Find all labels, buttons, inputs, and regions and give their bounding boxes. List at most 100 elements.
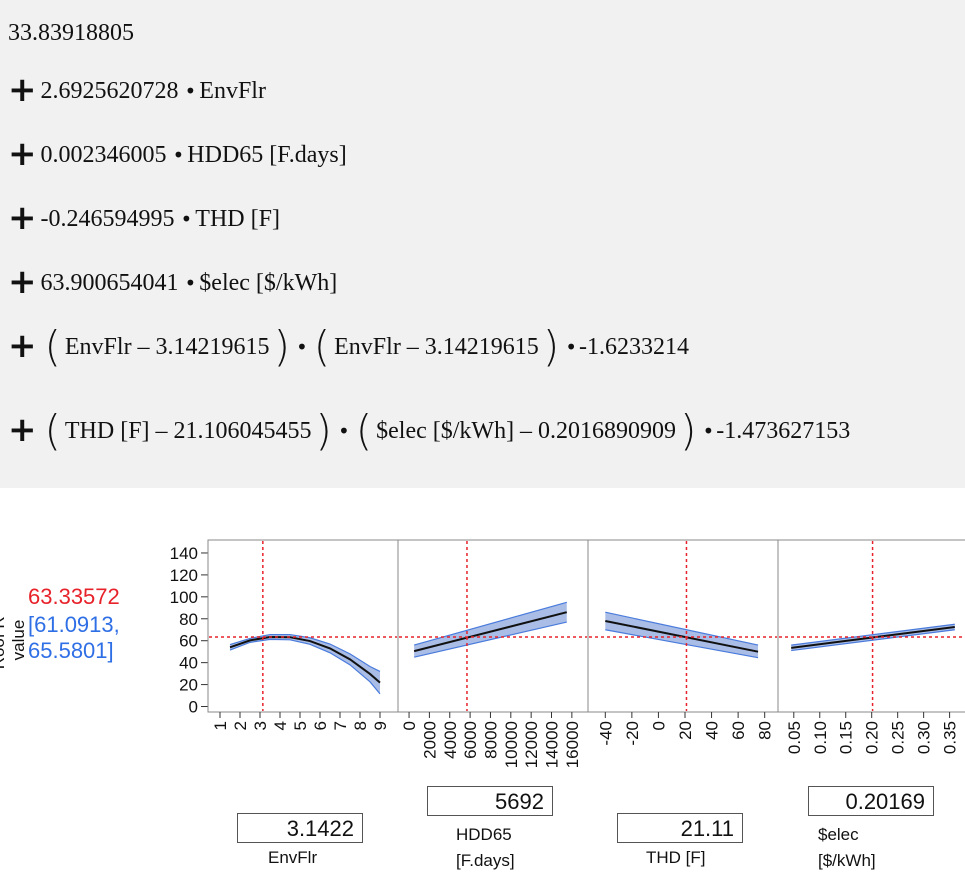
term-coefficient: -0.246594995 (40, 206, 175, 232)
multiply-dot: • (702, 419, 715, 443)
y-tick-label: 140 (170, 544, 198, 563)
close-paren: ) (542, 322, 560, 371)
formula-term: +63.900654041 • $elec [$/kWh] (8, 262, 337, 302)
profile-panel-frame (777, 539, 965, 713)
x-tick-label: 5 (291, 721, 310, 730)
formula-term: + -0.246594995 • THD [F] (8, 198, 280, 238)
x-tick-label: 20 (676, 721, 695, 740)
interaction-coefficient: -1.6233214 (579, 334, 689, 360)
term-variable: EnvFlr (199, 78, 266, 104)
term-coefficient: 0.002346005 (40, 142, 167, 168)
x-tick-label: 7 (331, 721, 350, 730)
y-tick-label: 120 (170, 566, 198, 585)
hdd65-factor-label: HDD65 (456, 825, 512, 844)
prediction-profiler: Roof R-value 63.33572 [61.0913, 65.5801]… (0, 530, 965, 879)
confidence-interval-upper: 65.5801] (28, 638, 114, 663)
predicted-value: 63.33572 (28, 584, 120, 609)
hdd65-value-input[interactable]: 5692 (427, 786, 553, 816)
multiply-dot: • (295, 335, 308, 359)
close-paren: ) (273, 322, 290, 371)
x-tick-label: 2 (231, 721, 250, 730)
close-paren: ) (680, 406, 697, 455)
confidence-band-upper (791, 623, 955, 646)
plus-sign: + (8, 134, 37, 174)
formula-interaction-term: +(THD [F] – 21.106045455) •($elec [$/kWh]… (8, 406, 850, 455)
plus-sign: + (8, 262, 37, 302)
prediction-formula-panel: 33.83918805 +2.6925620728 • EnvFlr +0.0023… (0, 0, 965, 488)
y-tick-label: 100 (170, 588, 198, 607)
term-coefficient: 63.900654041 (40, 270, 179, 296)
formula-term: +2.6925620728 • EnvFlr (8, 70, 266, 110)
plus-sign: + (8, 326, 37, 366)
y-tick-label: 20 (179, 676, 198, 695)
confidence-band-lower (605, 629, 759, 659)
envflr-value-input[interactable]: 3.1422 (237, 813, 363, 843)
thd-value-input[interactable]: 21.11 (617, 813, 743, 843)
x-tick-label: 0 (400, 721, 419, 730)
confidence-band-lower (791, 629, 955, 652)
x-tick-label: 0.20 (863, 721, 882, 754)
multiply-dot: • (172, 143, 185, 167)
multiply-dot: • (337, 419, 350, 443)
x-tick-label: 16000 (563, 721, 582, 768)
x-tick-label: 60 (729, 721, 748, 740)
close-paren: ) (315, 406, 332, 455)
open-paren: ( (44, 322, 61, 371)
open-paren: ( (313, 322, 331, 371)
prediction-curve (229, 635, 381, 684)
x-tick-label: 12000 (522, 721, 541, 768)
elec-value-input[interactable]: 0.20169 (808, 786, 934, 816)
x-tick-label: -40 (596, 721, 615, 746)
confidence-band-lower (414, 621, 567, 658)
x-tick-label: 0.25 (889, 721, 908, 754)
x-tick-label: 0.05 (785, 721, 804, 754)
confidence-band-upper (229, 633, 381, 672)
y-tick-label: 0 (189, 698, 198, 717)
plus-sign: + (8, 70, 37, 110)
plus-sign: + (8, 198, 37, 238)
multiply-dot: • (180, 207, 193, 231)
open-paren: ( (355, 406, 373, 455)
x-tick-label: 0 (649, 721, 668, 730)
interaction-factor-a: EnvFlr – 3.14219615 (64, 334, 270, 360)
confidence-band-upper (605, 611, 759, 646)
plus-sign: + (8, 410, 37, 450)
hdd65-factor-unit: [F.days] (456, 851, 515, 870)
interaction-factor-b: EnvFlr – 3.14219615 (334, 334, 539, 360)
x-tick-label: 4 (271, 721, 290, 730)
x-tick-label: 2000 (420, 721, 439, 759)
prediction-curve (413, 611, 568, 653)
interaction-coefficient: -1.473627153 (716, 418, 851, 444)
formula-term: +0.002346005 • HDD65 [F.days] (8, 134, 347, 174)
x-tick-label: 9 (371, 721, 390, 730)
multiply-dot: • (184, 79, 197, 103)
x-tick-label: 0.10 (811, 721, 830, 754)
interaction-factor-b: $elec [$/kWh] – 0.2016890909 (376, 418, 677, 444)
confidence-band (414, 602, 567, 658)
x-tick-label: -20 (623, 721, 642, 746)
formula-interaction-term: +(EnvFlr – 3.14219615) •(EnvFlr – 3.14219… (8, 322, 689, 371)
x-tick-label: 0.35 (941, 721, 960, 754)
elec-factor-label: $elec (818, 825, 859, 844)
confidence-interval-lower: [61.0913, (28, 612, 120, 637)
term-coefficient: 2.6925620728 (40, 78, 179, 104)
term-variable: $elec [$/kWh] (199, 270, 338, 296)
multiply-dot: • (184, 271, 197, 295)
multiply-dot: • (565, 335, 577, 359)
x-tick-label: 8 (351, 721, 370, 730)
term-variable: HDD65 [F.days] (187, 142, 347, 168)
y-tick-label: 40 (179, 654, 198, 673)
profile-panel-frame (207, 539, 399, 713)
x-tick-label: 40 (703, 721, 722, 740)
formula-intercept: 33.83918805 (8, 20, 134, 46)
term-variable: THD [F] (195, 206, 280, 232)
x-tick-label: 6 (311, 721, 330, 730)
x-tick-label: 4000 (441, 721, 460, 759)
x-tick-label: 14000 (543, 721, 562, 768)
x-tick-label: 10000 (502, 721, 521, 768)
x-tick-label: 8000 (481, 721, 500, 759)
y-tick-label: 80 (179, 610, 198, 629)
envflr-factor-label: EnvFlr (268, 848, 318, 867)
confidence-band (605, 612, 759, 658)
